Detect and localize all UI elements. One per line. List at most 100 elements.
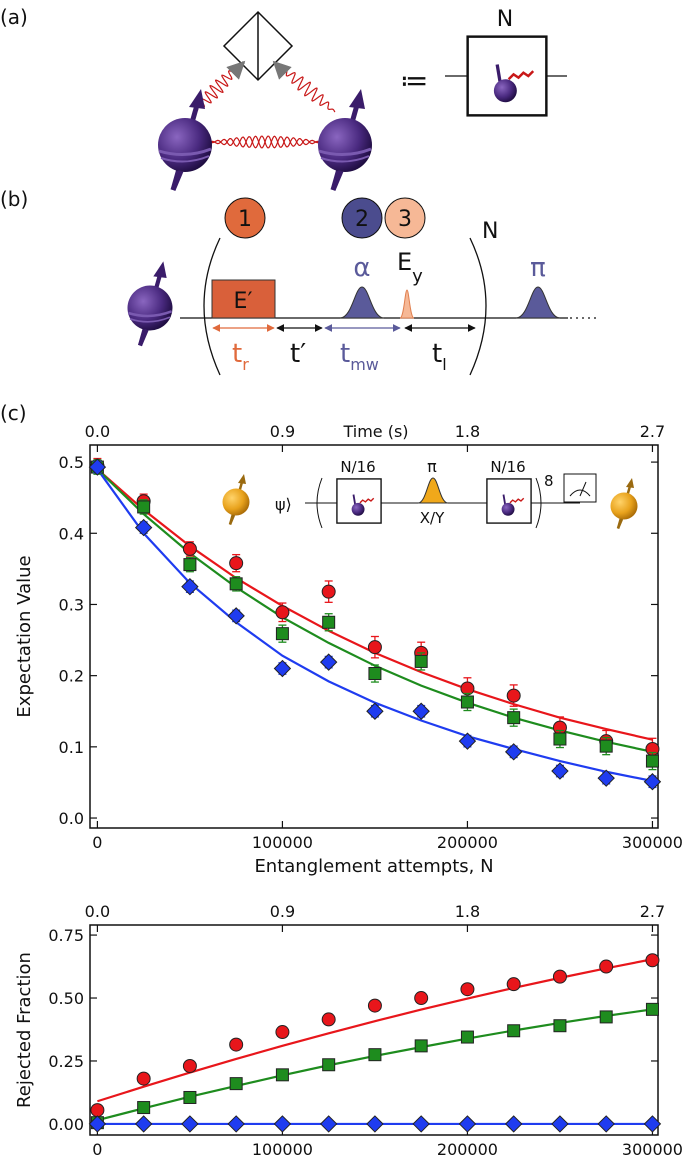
marker	[597, 769, 615, 787]
panel-label: (b)	[0, 187, 28, 211]
bracket	[316, 477, 323, 529]
y-tick-label: 0.50	[48, 989, 84, 1008]
interval-label: t′	[290, 339, 306, 369]
marker	[552, 969, 567, 984]
interval-label: tr	[232, 339, 249, 374]
pulse-label: Ey	[397, 248, 423, 287]
photon-waves	[194, 60, 336, 149]
y-tick-label: 0.00	[48, 1115, 84, 1134]
panel-label: (a)	[0, 5, 28, 29]
fit-line	[97, 1008, 653, 1122]
marker	[599, 959, 614, 974]
step-circle	[384, 197, 426, 239]
marker	[553, 732, 567, 746]
marker	[460, 695, 474, 709]
ey-pulse	[399, 289, 415, 319]
interval-sub: r	[242, 355, 249, 374]
x2-tick-label: 2.7	[640, 902, 665, 921]
marker	[273, 1115, 292, 1133]
marker	[321, 584, 336, 599]
x-tick-label: 100000	[252, 833, 313, 852]
marker	[414, 654, 428, 668]
interval-main: t	[340, 339, 350, 369]
x-tick-label: 0	[92, 1140, 102, 1159]
marker	[88, 1115, 107, 1133]
pi-pulse	[515, 286, 561, 319]
x-axis-title: Entanglement attempts, N	[254, 856, 493, 877]
marker	[412, 1115, 430, 1133]
assign-symbol: ≔	[400, 64, 428, 97]
marker	[275, 1025, 290, 1040]
y-tick-label: 0.2	[59, 667, 84, 686]
marker	[643, 1115, 662, 1133]
marker	[367, 998, 382, 1013]
marker	[414, 1039, 428, 1053]
marker	[229, 1077, 243, 1091]
marker	[181, 1115, 199, 1133]
inset-label: π	[427, 457, 437, 476]
fit-line	[97, 958, 653, 1103]
marker	[322, 615, 336, 629]
marker	[322, 1058, 336, 1072]
pulse-label-main: E	[397, 248, 412, 276]
marker	[137, 500, 151, 514]
x2-tick-label: 0.0	[85, 902, 110, 921]
inset-label: N/16	[490, 458, 525, 476]
meter	[569, 481, 591, 497]
y-tick-label: 0.3	[59, 595, 84, 614]
step-circle	[224, 197, 266, 239]
y-tick-label: 0.4	[59, 524, 84, 543]
x2-tick-label: 0.9	[270, 422, 295, 441]
marker	[504, 743, 523, 761]
x2-axis-title: Time (s)	[342, 422, 408, 441]
marker	[134, 1115, 153, 1133]
spin	[158, 89, 212, 190]
bracket	[535, 477, 542, 529]
marker	[275, 1068, 289, 1082]
repeat-label: N	[482, 219, 498, 244]
marker	[227, 607, 245, 625]
step-number: 1	[238, 207, 252, 232]
marker	[137, 1101, 151, 1115]
marker	[645, 1002, 659, 1016]
photon-wave	[207, 135, 323, 149]
marker	[551, 1115, 569, 1133]
marker	[599, 1010, 613, 1024]
box-label: N	[497, 7, 513, 32]
marker	[136, 1071, 151, 1086]
marker	[366, 1115, 384, 1133]
marker	[458, 732, 477, 750]
pulse-label: π	[530, 253, 546, 283]
marker	[273, 659, 292, 678]
marker	[182, 541, 197, 556]
marker	[507, 711, 521, 725]
step-number: 2	[355, 207, 369, 232]
marker	[366, 702, 384, 720]
marker	[319, 1115, 338, 1133]
marker	[412, 702, 430, 720]
interval-main: t′	[290, 339, 306, 369]
mw-pulse	[339, 286, 385, 319]
marker	[507, 1024, 521, 1038]
bracket	[203, 237, 221, 376]
pi-pulse	[417, 477, 449, 504]
photon-arrow	[272, 60, 292, 80]
pulse-label: E′	[234, 289, 253, 314]
y-axis-title: Rejected Fraction	[14, 952, 35, 1108]
inset: ψ⟩ N/16 N/16 π X/Y 8	[221, 457, 639, 530]
y-axis-title: Expectation Value	[14, 555, 35, 717]
marker	[181, 577, 199, 596]
marker	[551, 762, 569, 780]
x-tick-label: 0	[92, 833, 102, 852]
y-tick-label: 0.5	[59, 453, 84, 472]
marker	[319, 653, 338, 671]
x-tick-label: 300000	[622, 1140, 683, 1159]
marker	[599, 739, 613, 753]
measure-box	[563, 473, 597, 503]
marker	[597, 1115, 615, 1133]
marker	[458, 1115, 477, 1133]
bracket	[469, 237, 487, 376]
interval-main: t	[432, 339, 442, 369]
